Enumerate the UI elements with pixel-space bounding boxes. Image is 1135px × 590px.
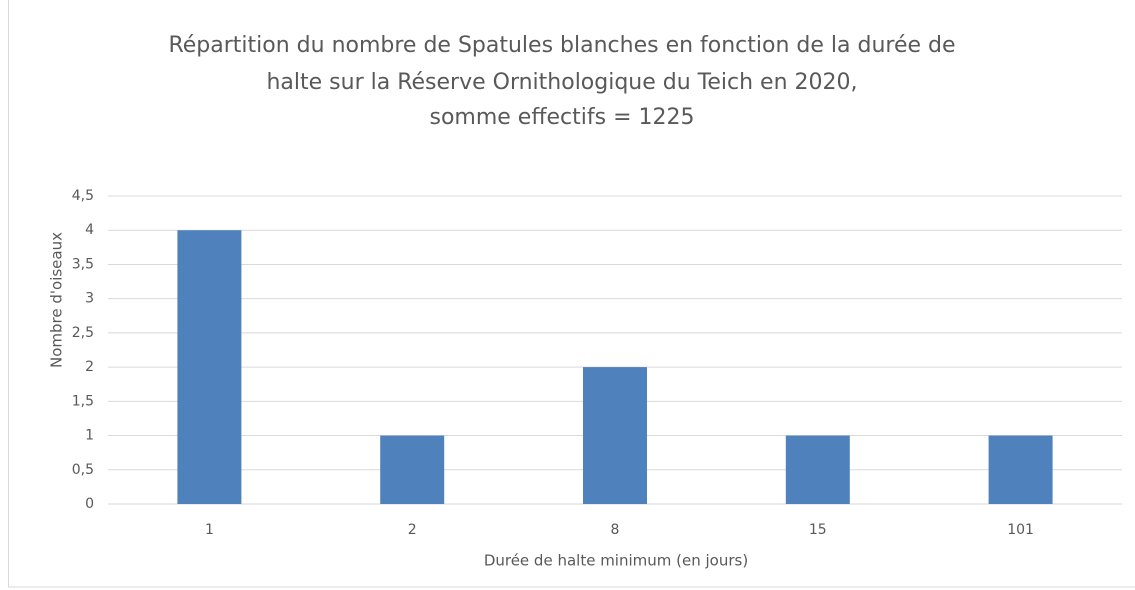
bar [785,435,850,504]
chart-title: somme effectifs = 1225 [430,105,695,130]
y-tick-label: 4,5 [72,188,94,204]
bar [380,435,445,504]
y-tick-label: 4 [85,222,94,238]
bar [583,367,647,504]
y-tick-label: 2,5 [72,325,94,341]
chart-frame [8,0,1135,588]
y-tick-label: 0,5 [72,462,94,478]
chart-title: Répartition du nombre de Spatules blanch… [168,33,955,58]
y-tick-label: 1 [85,428,94,444]
y-tick-label: 1,5 [72,393,94,409]
y-axis-label: Nombre d'oiseaux [48,232,66,368]
y-tick-label: 0 [85,496,94,512]
y-tick-label: 2 [85,359,94,375]
bar [988,435,1053,504]
x-tick-label: 15 [809,522,827,538]
x-tick-label: 101 [1007,522,1034,538]
x-tick-label: 2 [408,522,417,538]
bar [177,230,242,504]
x-axis-label: Durée de halte minimum (en jours) [484,552,748,570]
y-tick-label: 3,5 [72,256,94,272]
y-tick-label: 3 [85,291,94,307]
x-tick-label: 8 [611,522,620,538]
x-tick-label: 1 [205,522,214,538]
chart-title: halte sur la Réserve Ornithologique du T… [266,70,857,95]
